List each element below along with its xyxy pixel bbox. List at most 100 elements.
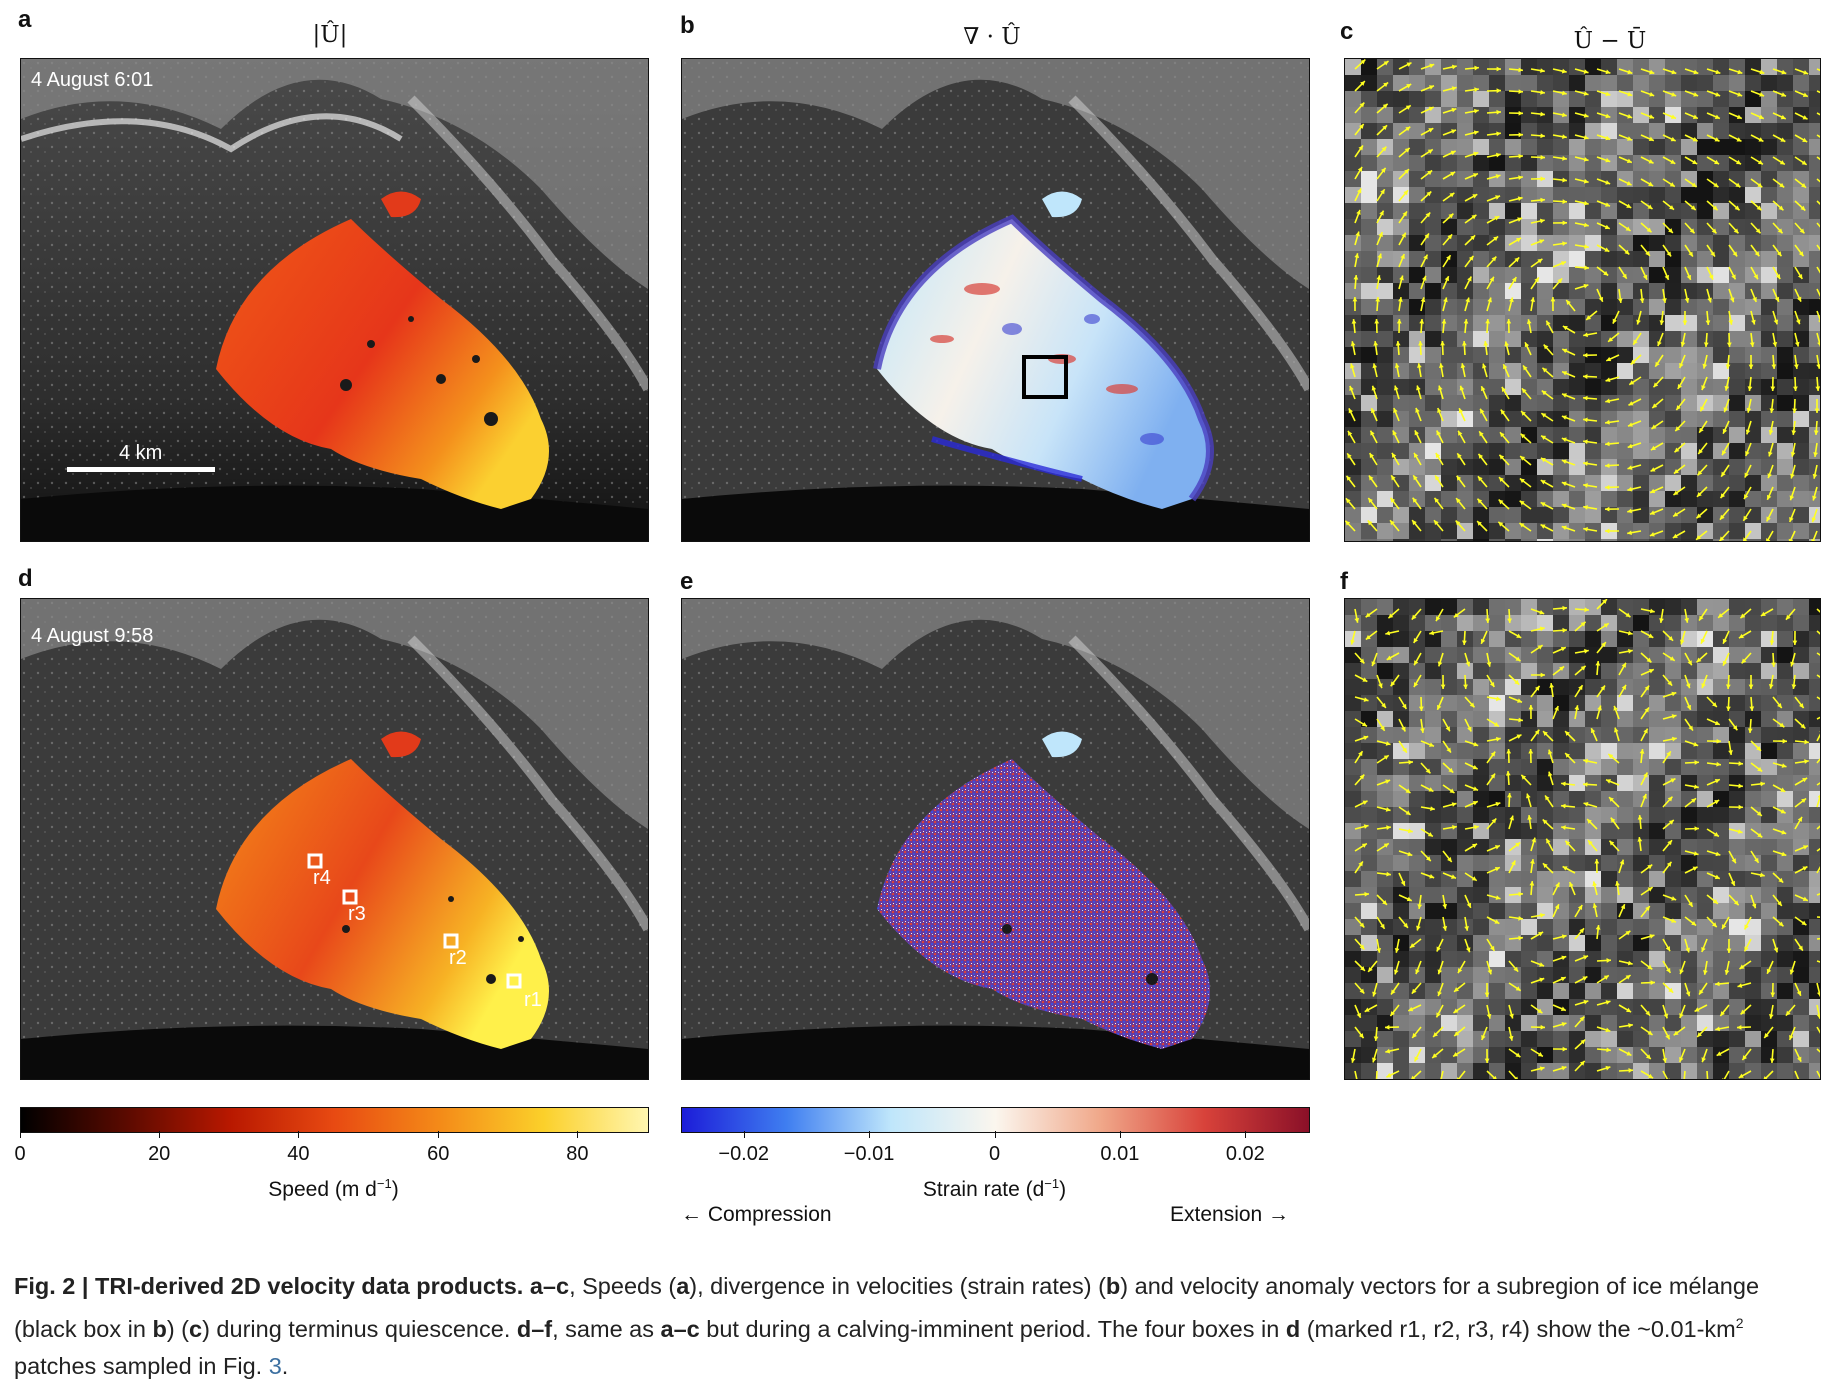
background-pixel [1345, 599, 1361, 615]
velocity-arrow [1398, 104, 1412, 114]
velocity-arrow [1564, 840, 1576, 852]
background-pixel [1553, 791, 1569, 807]
background-pixel [1793, 427, 1809, 443]
figure-caption: Fig. 2 | TRI-derived 2D velocity data pr… [14, 1273, 1760, 1379]
background-pixel [1809, 967, 1820, 983]
velocity-arrow [1612, 310, 1620, 324]
background-pixel [1601, 427, 1617, 443]
velocity-arrow [1354, 824, 1369, 830]
background-pixel [1793, 187, 1809, 203]
background-pixel [1489, 823, 1505, 839]
velocity-arrow [1398, 696, 1408, 710]
background-pixel [1665, 475, 1681, 491]
background-pixel [1521, 59, 1537, 75]
velocity-arrow [1540, 479, 1554, 488]
background-pixel [1713, 139, 1729, 155]
velocity-arrow [1770, 376, 1776, 392]
velocity-arrow [1794, 1070, 1801, 1079]
background-pixel [1777, 1031, 1793, 1047]
background-pixel [1569, 951, 1585, 967]
background-pixel [1473, 411, 1489, 427]
velocity-arrow [1640, 793, 1647, 808]
background-pixel [1745, 839, 1761, 855]
velocity-arrow [1794, 244, 1805, 257]
background-pixel [1809, 443, 1820, 459]
background-pixel [1649, 235, 1665, 251]
background-pixel [1537, 743, 1553, 759]
velocity-arrow [1794, 332, 1800, 347]
background-pixel [1489, 1031, 1505, 1047]
background-pixel [1649, 155, 1665, 171]
background-pixel [1345, 523, 1361, 539]
background-pixel [1601, 91, 1617, 107]
background-pixel [1473, 775, 1489, 791]
velocity-arrow [1354, 674, 1368, 683]
background-pixel [1729, 395, 1745, 411]
background-pixel [1521, 631, 1537, 647]
background-pixel [1569, 139, 1585, 155]
velocity-arrow [1398, 275, 1404, 290]
velocity-arrow [1684, 797, 1697, 808]
velocity-arrow [1615, 881, 1620, 896]
background-pixel [1361, 1015, 1377, 1031]
background-pixel [1777, 219, 1793, 235]
background-pixel [1585, 171, 1601, 187]
velocity-arrow [1706, 68, 1721, 75]
background-pixel [1425, 123, 1441, 139]
figure-3-link[interactable]: 3 [268, 1352, 282, 1379]
background-pixel [1601, 615, 1617, 631]
background-pixel [1521, 983, 1537, 999]
velocity-arrow [1368, 475, 1378, 488]
background-pixel [1473, 315, 1489, 331]
background-pixel [1601, 711, 1617, 727]
velocity-arrow [1706, 872, 1721, 880]
velocity-arrow [1414, 430, 1422, 444]
background-pixel [1521, 759, 1537, 775]
background-pixel [1809, 171, 1820, 187]
background-pixel [1649, 123, 1665, 139]
velocity-arrow [1437, 982, 1444, 997]
velocity-arrow [1662, 178, 1676, 188]
background-pixel [1713, 903, 1729, 919]
velocity-arrow [1728, 222, 1740, 234]
velocity-arrow [1508, 237, 1522, 246]
speed-colorbar-label: Speed (m d−1) [268, 1176, 399, 1201]
velocity-arrow [1542, 818, 1554, 830]
background-pixel [1601, 855, 1617, 871]
background-pixel [1809, 91, 1820, 107]
background-pixel [1617, 935, 1633, 951]
background-pixel [1521, 743, 1537, 759]
background-pixel [1601, 935, 1617, 951]
background-pixel [1425, 919, 1441, 935]
background-pixel [1617, 251, 1633, 267]
velocity-arrow [1673, 464, 1686, 475]
velocity-arrow [1376, 188, 1386, 202]
background-pixel [1489, 919, 1505, 935]
velocity-arrow [1435, 452, 1444, 466]
velocity-arrow [1464, 843, 1478, 852]
background-pixel [1345, 347, 1361, 363]
background-pixel [1809, 727, 1820, 743]
background-pixel [1793, 379, 1809, 395]
background-pixel [1345, 967, 1361, 983]
velocity-arrow [1486, 866, 1501, 874]
background-pixel [1601, 155, 1617, 171]
background-pixel [1585, 155, 1601, 171]
velocity-arrow [1816, 354, 1820, 369]
velocity-arrow [1462, 630, 1467, 646]
velocity-arrow [1684, 696, 1692, 711]
velocity-arrow [1574, 684, 1584, 698]
background-pixel [1409, 507, 1425, 523]
velocity-arrow [1574, 955, 1589, 962]
background-pixel [1793, 235, 1809, 251]
background-pixel [1441, 1047, 1457, 1063]
patch-label-r4: r4 [313, 867, 331, 889]
background-pixel [1537, 1063, 1553, 1079]
background-pixel [1761, 139, 1777, 155]
velocity-arrow [1486, 801, 1501, 808]
background-pixel [1729, 807, 1745, 823]
background-pixel [1777, 999, 1793, 1015]
background-pixel [1633, 75, 1649, 91]
background-pixel [1809, 331, 1820, 347]
background-pixel [1361, 331, 1377, 347]
